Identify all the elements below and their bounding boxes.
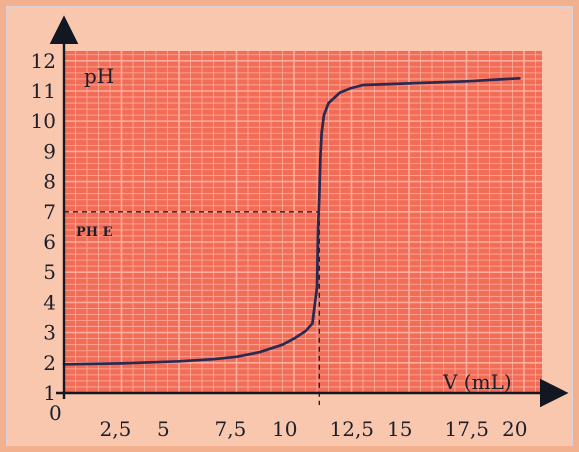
ph-curve <box>62 76 521 366</box>
equivalence-ph-label: PH E <box>76 225 113 240</box>
y-axis-label: pH <box>84 64 114 88</box>
equivalence-guides <box>64 211 320 405</box>
y-tick-label: 9 <box>43 139 56 163</box>
x-tick-label: 5 <box>157 417 170 441</box>
x-tick-label: 12,5 <box>330 417 375 441</box>
y-tick-label: 12 <box>31 49 56 73</box>
y-tick-label: 2 <box>43 351 56 375</box>
x-tick-label: 20 <box>502 417 527 441</box>
x-tick-label: 0 <box>49 401 62 425</box>
y-tick-label: 1 <box>43 381 56 405</box>
chart-frame: 0 2,5 5 7,5 10 12,5 15 17,5 20 1 2 3 4 5 6 7 8 9 10 11 12 pH… <box>6 6 573 446</box>
x-tick-label: 17,5 <box>445 417 490 441</box>
y-tick-label: 7 <box>43 200 56 224</box>
y-tick-label: 10 <box>31 109 56 133</box>
plot-background <box>64 51 542 393</box>
x-axis-label: V (mL) <box>442 370 512 394</box>
y-tick-label: 3 <box>43 321 56 345</box>
y-tick-label: 8 <box>43 170 56 194</box>
y-tick-label: 4 <box>43 290 56 314</box>
x-tick-label: 15 <box>387 417 412 441</box>
y-tick-label: 5 <box>43 260 56 284</box>
y-tick-label: 6 <box>43 230 56 254</box>
grid <box>63 51 542 394</box>
axes <box>49 15 569 408</box>
x-tick-label: 10 <box>272 417 297 441</box>
x-tick-label: 2,5 <box>100 417 132 441</box>
x-tick-label: 7,5 <box>215 417 247 441</box>
y-tick-label: 11 <box>31 79 56 103</box>
